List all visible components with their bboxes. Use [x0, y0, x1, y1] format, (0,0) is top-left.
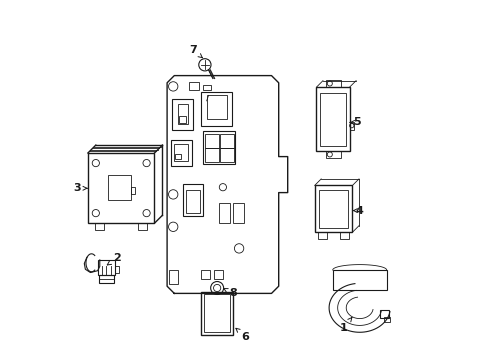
- Text: 1: 1: [339, 318, 351, 333]
- Bar: [179, 116, 186, 123]
- Bar: [203, 131, 235, 164]
- Bar: [168, 270, 178, 284]
- Bar: [219, 203, 230, 223]
- Bar: [325, 80, 340, 87]
- Text: 4: 4: [352, 206, 363, 216]
- Bar: [115, 266, 119, 273]
- Bar: [206, 95, 226, 119]
- Bar: [88, 153, 154, 223]
- Bar: [186, 190, 200, 213]
- Bar: [349, 122, 353, 130]
- Bar: [201, 92, 231, 126]
- Bar: [178, 104, 187, 124]
- Bar: [220, 148, 233, 162]
- Bar: [316, 87, 349, 151]
- Bar: [204, 148, 218, 162]
- Bar: [183, 184, 203, 216]
- Bar: [318, 232, 326, 239]
- Text: 5: 5: [349, 117, 360, 127]
- Text: 6: 6: [235, 328, 249, 342]
- Bar: [325, 151, 340, 158]
- Bar: [131, 187, 135, 194]
- Bar: [339, 232, 348, 239]
- Bar: [201, 292, 232, 335]
- Bar: [107, 175, 131, 200]
- Bar: [172, 99, 193, 130]
- Bar: [175, 154, 181, 159]
- Bar: [220, 134, 233, 148]
- Bar: [379, 310, 387, 318]
- Bar: [98, 260, 115, 275]
- Text: 7: 7: [189, 45, 202, 58]
- Text: 2: 2: [107, 253, 121, 265]
- Text: 8: 8: [223, 288, 236, 298]
- Bar: [314, 185, 352, 232]
- Bar: [174, 144, 187, 161]
- Bar: [138, 223, 147, 230]
- Bar: [318, 190, 347, 228]
- Bar: [203, 85, 211, 90]
- Bar: [384, 317, 389, 322]
- Bar: [95, 223, 104, 230]
- Bar: [201, 270, 210, 279]
- Bar: [232, 203, 244, 223]
- Bar: [170, 140, 191, 166]
- Bar: [332, 270, 386, 290]
- Bar: [204, 134, 218, 148]
- Bar: [99, 275, 114, 283]
- Bar: [204, 294, 230, 332]
- Bar: [320, 93, 346, 146]
- Text: 3: 3: [73, 183, 87, 193]
- Bar: [188, 82, 199, 90]
- Bar: [213, 270, 223, 279]
